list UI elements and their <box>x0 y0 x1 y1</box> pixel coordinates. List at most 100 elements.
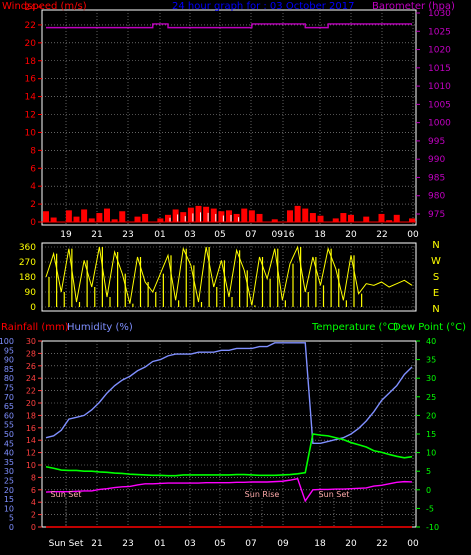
wind-x-tick-label: 19 <box>60 230 72 240</box>
temp-x-tick-label: 05 <box>214 539 225 549</box>
humidity-tick-label: 65 <box>4 402 14 411</box>
humidity-tick-label: 45 <box>4 439 14 448</box>
baro-tick-label: 1025 <box>428 27 451 37</box>
windspeed-bar <box>241 208 248 222</box>
temp-x-tick-label: 18 <box>314 539 326 549</box>
humidity-tick-label: 70 <box>4 393 14 402</box>
humidity-line <box>45 342 413 444</box>
baro-tick-label: 1015 <box>428 64 451 74</box>
humidity-tick-label: 80 <box>4 374 14 383</box>
baro-tick-label: 1030 <box>428 9 451 19</box>
windspeed-bar <box>96 213 103 222</box>
humidity-tick-label: 5 <box>9 514 14 523</box>
dewpoint-line <box>45 477 413 503</box>
humidity-tick-label: 35 <box>4 458 14 467</box>
humidity-tick-label: 60 <box>4 411 14 420</box>
compass-letter: W <box>431 256 441 267</box>
windspeed-bar <box>233 213 240 222</box>
barometer-axis-label: Barometer (hpa) <box>372 1 455 12</box>
windspeed-bar <box>187 207 194 222</box>
temp-tick-label: 5 <box>426 467 431 476</box>
dewpoint-axis-label: Dew Point (°C) <box>393 322 466 333</box>
windspeed-bar <box>43 211 49 222</box>
humidity-tick-label: 15 <box>4 495 14 504</box>
windspeed-bar <box>317 215 324 222</box>
rainfall-axis-label: Rainfall (mm) <box>1 322 69 333</box>
temp-humidity-series <box>45 342 413 528</box>
windspeed-bar <box>165 214 171 222</box>
temp-x-tick-label: 23 <box>122 539 133 549</box>
rain-tick-label: 16 <box>26 424 36 433</box>
windspeed-bar <box>294 205 301 222</box>
direction-tick-label: 0 <box>30 303 36 313</box>
windspeed-bar <box>287 210 293 222</box>
temp-x-tick-label: 03 <box>184 539 195 549</box>
wind-tick-label: 12 <box>25 111 36 121</box>
compass-letter: E <box>433 288 439 299</box>
wind-panel-grid <box>42 10 416 225</box>
wind-barometer-series <box>42 23 416 223</box>
direction-tick-label: 270 <box>19 258 36 268</box>
temp-x-tick-label: 07 <box>245 539 256 549</box>
rain-tick-label: 30 <box>26 337 36 346</box>
humidity-tick-label: 75 <box>4 384 14 393</box>
windspeed-bar <box>203 206 210 222</box>
temp-tick-label: -10 <box>426 523 439 532</box>
windspeed-bar <box>302 208 309 222</box>
direction-tick-label: 180 <box>19 273 36 283</box>
humidity-axis-label: Humidity (%) <box>67 322 133 333</box>
wind-x-tick-label: 01 <box>154 230 165 240</box>
temp-x-tick-label: 21 <box>91 539 102 549</box>
temp-tick-label: 40 <box>426 337 436 346</box>
rain-tick-label: 6 <box>31 486 36 495</box>
rain-tick-label: 20 <box>26 399 36 408</box>
baro-tick-label: 980 <box>428 192 445 202</box>
temperature-axis-label: Temperature (°C) <box>311 322 398 333</box>
humidity-tick-label: 55 <box>4 421 14 430</box>
temp-tick-label: 30 <box>426 374 436 383</box>
temp-x-tick-label: 00 <box>407 539 419 549</box>
baro-tick-label: 1020 <box>428 46 451 56</box>
temp-panel-grid <box>42 341 416 527</box>
temperature-line <box>45 433 413 477</box>
direction-tick-label: 360 <box>19 243 36 253</box>
humidity-tick-label: 85 <box>4 365 14 374</box>
temp-x-tick-label: 20 <box>345 539 357 549</box>
windspeed-bar <box>195 205 202 222</box>
temp-tick-label: 20 <box>426 411 436 420</box>
humidity-tick-label: 95 <box>4 346 14 355</box>
sun-event-label: Sun Set <box>319 490 350 499</box>
windspeed-bar <box>340 213 347 222</box>
windspeed-bar <box>88 218 95 222</box>
windspeed-bar <box>256 213 263 222</box>
windspeed-bar <box>248 210 255 222</box>
compass-letter: N <box>432 240 439 251</box>
temp-tick-label: 35 <box>426 356 436 365</box>
windspeed-bar <box>180 212 187 222</box>
humidity-tick-label: 10 <box>4 504 14 513</box>
wind-tick-label: 10 <box>25 128 37 138</box>
wind-tick-label: 20 <box>25 39 37 49</box>
rain-tick-label: 2 <box>31 511 36 520</box>
humidity-tick-label: 30 <box>4 467 14 476</box>
wind-tick-label: 8 <box>30 146 36 156</box>
windspeed-bar <box>218 211 225 222</box>
baro-tick-label: 975 <box>428 210 445 220</box>
rain-tick-label: 22 <box>26 387 36 396</box>
rain-tick-label: 28 <box>26 349 36 358</box>
direction-series <box>45 245 413 307</box>
windspeed-bar <box>65 210 72 222</box>
wind-tick-label: 18 <box>25 57 37 67</box>
direction-panel-grid <box>42 243 416 311</box>
wind-x-tick-label: 22 <box>376 230 387 240</box>
temperature-y-ticks: -10 -5 0 5 10 15 20 25 30 35 40 <box>416 337 439 532</box>
wind-tick-label: 24 <box>25 3 37 13</box>
barometer-y-ticks: 975 980 985 990 995 1000 1005 1010 1015 1020 1025 1… <box>416 9 451 220</box>
direction-tick-label: 90 <box>25 288 37 298</box>
windspeed-bar <box>81 209 88 222</box>
wind-x-tick-label: 20 <box>345 230 357 240</box>
rain-tick-label: 18 <box>26 411 36 420</box>
windspeed-bar <box>309 213 316 222</box>
